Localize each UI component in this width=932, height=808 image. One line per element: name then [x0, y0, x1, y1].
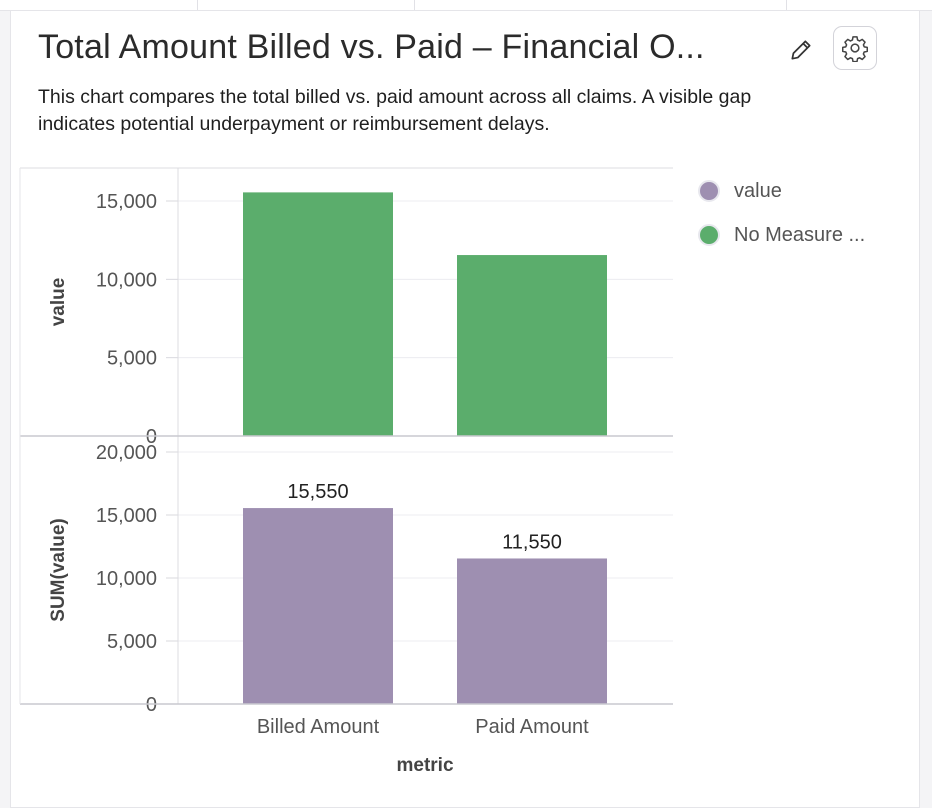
y-tick-label: 10,000	[96, 568, 157, 590]
legend-item-value[interactable]: value	[698, 180, 865, 202]
y-tick-label: 10,000	[96, 269, 157, 291]
bar	[243, 192, 393, 436]
strip-divider	[197, 0, 198, 10]
legend-swatch	[698, 224, 720, 246]
y-axis-label: value	[48, 278, 69, 327]
gear-icon	[841, 36, 869, 62]
legend-swatch	[698, 180, 720, 202]
y-axis-label: SUM(value)	[48, 518, 69, 621]
bar	[457, 255, 607, 436]
edit-button[interactable]	[786, 35, 816, 65]
y-tick-label: 5,000	[107, 348, 157, 370]
settings-button[interactable]	[833, 26, 877, 70]
y-tick-label: 15,000	[96, 505, 157, 527]
y-tick-label: 0	[146, 426, 157, 448]
data-label: 15,550	[287, 481, 348, 503]
y-tick-label: 20,000	[96, 442, 157, 464]
y-tick-label: 0	[146, 694, 157, 716]
pencil-icon	[791, 40, 811, 60]
y-tick-label: 15,000	[96, 191, 157, 213]
legend-item-no-measure[interactable]: No Measure ...	[698, 224, 865, 246]
chart-description: This chart compares the total billed vs.…	[38, 86, 752, 135]
bar	[243, 508, 393, 704]
y-tick-label: 5,000	[107, 631, 157, 653]
strip-divider	[414, 0, 415, 10]
legend-label: value	[734, 179, 782, 202]
data-label: 11,550	[502, 531, 562, 553]
x-tick-label: Paid Amount	[475, 716, 589, 738]
strip-divider	[786, 0, 787, 10]
legend-label: No Measure ...	[734, 223, 866, 246]
x-tick-label: Billed Amount	[257, 716, 380, 738]
bar	[457, 558, 607, 704]
x-axis-label: metric	[396, 755, 453, 776]
chart-legend: value No Measure ...	[698, 180, 865, 268]
